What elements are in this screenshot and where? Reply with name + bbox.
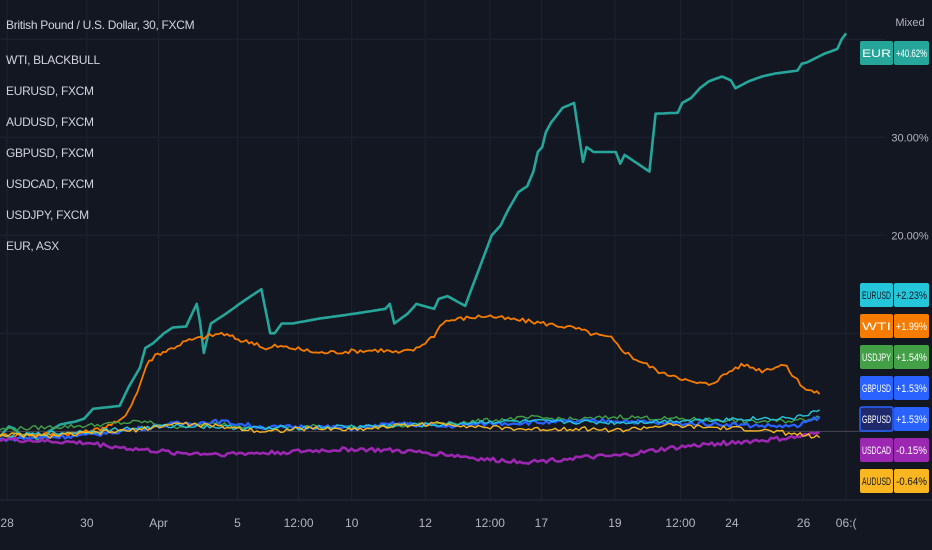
badge-value-label: +2.23%	[896, 290, 927, 302]
badge-name-box	[860, 438, 893, 462]
badge-value-label: +1.99%	[896, 321, 927, 333]
badge-name-box	[860, 41, 893, 65]
x-tick-label: 06:(	[836, 516, 857, 530]
x-tick-label: 5	[234, 516, 241, 530]
legend-item-eur[interactable]: EUR, ASX	[6, 239, 59, 253]
legend-item-gbpusd[interactable]: GBPUSD, FXCM	[6, 146, 94, 160]
badge-name-box	[860, 469, 893, 493]
badge-wti: WTI +1.99%	[860, 314, 929, 338]
badge-value-box	[894, 376, 929, 400]
badge-name-box	[860, 314, 893, 338]
badge-eurusd: EURUSD +2.23%	[860, 283, 929, 307]
series-line-audusd	[0, 421, 821, 439]
legend-item-audusd[interactable]: AUDUSD, FXCM	[6, 115, 94, 129]
legend: British Pound / U.S. Dollar, 30, FXCM WT…	[6, 18, 195, 262]
legend-item-main[interactable]: British Pound / U.S. Dollar, 30, FXCM	[6, 18, 195, 32]
series-line-eur	[0, 32, 848, 443]
badge-value-box	[894, 314, 929, 338]
badge-name-label: USDJPY	[862, 352, 891, 364]
x-tick-label: 12	[419, 516, 433, 530]
badge-value-label: +1.53%	[896, 414, 927, 426]
badge-value-box	[894, 438, 929, 462]
badge-name-label: WTI	[862, 321, 891, 333]
price-axis[interactable]: Mixed 30.00% 20.00%	[891, 17, 929, 242]
badge-value-box	[894, 41, 929, 65]
x-tick-label: 10	[345, 516, 359, 530]
x-tick-label: 28	[0, 516, 14, 530]
legend-item-usdjpy[interactable]: USDJPY, FXCM	[6, 208, 89, 222]
badge-name-box	[860, 283, 893, 307]
badge-value-label: +40.62%	[896, 48, 927, 60]
badge-value-label: +1.54%	[896, 352, 927, 364]
legend-item-eurusd[interactable]: EURUSD, FXCM	[6, 84, 94, 98]
x-tick-label: 12:00	[475, 516, 505, 530]
badge-value-box	[894, 407, 929, 431]
badge-value-box	[894, 345, 929, 369]
badge-usdjpy: USDJPY +1.54%	[860, 345, 929, 369]
badge-name-label: EUR	[862, 48, 891, 60]
badge-value-label: +1.53%	[896, 383, 927, 395]
y-tick-label: 30.00%	[891, 132, 929, 144]
badge-name-label: GBPUSD	[862, 414, 891, 426]
price-badges: EURUSD +2.23% WTI +1.99% USDJPY +1.54% GBPUSD +…	[859, 41, 929, 493]
series-line-wti	[0, 314, 821, 438]
legend-item-usdcad[interactable]: USDCAD, FXCM	[6, 177, 94, 191]
x-tick-label: 19	[608, 516, 622, 530]
time-axis[interactable]: 28 30 Apr 5 12:00 10 12 12:00 17 19 12:00 24 26 06:(	[0, 516, 856, 530]
badge-value-box	[894, 283, 929, 307]
badge-gbpusd: GBPUSD +1.53%	[860, 376, 929, 400]
y-tick-label: 20.00%	[891, 230, 929, 242]
x-tick-label: 30	[80, 516, 94, 530]
badge-eur: EUR +40.62%	[860, 41, 929, 65]
badge-value-label: -0.64%	[896, 476, 927, 488]
series-line-usdcad	[0, 431, 820, 465]
x-tick-label: 17	[535, 516, 549, 530]
scale-mode-label[interactable]: Mixed	[895, 17, 924, 29]
badge-name-box	[860, 376, 893, 400]
badge-usdcad: USDCAD -0.15%	[860, 438, 929, 462]
badge-name-label: EURUSD	[862, 290, 891, 302]
badge-name-box	[859, 406, 894, 432]
badge-name-label: GBPUSD	[862, 383, 891, 395]
badge-value-label: -0.15%	[896, 445, 927, 457]
badge-audusd: AUDUSD -0.64%	[860, 469, 929, 493]
series-lines	[0, 32, 848, 465]
badge-name-label: AUDUSD	[862, 476, 891, 488]
badge-name-box	[860, 345, 893, 369]
x-tick-label: 12:00	[665, 516, 695, 530]
x-tick-label: 26	[797, 516, 811, 530]
badge-value-box	[894, 469, 929, 493]
x-tick-label: 24	[725, 516, 739, 530]
legend-item-wti[interactable]: WTI, BLACKBULL	[6, 53, 100, 67]
x-tick-label: Apr	[149, 516, 168, 530]
chart-grid	[0, 0, 932, 501]
x-tick-label: 12:00	[284, 516, 314, 530]
badge-gbpusd: GBPUSD +1.53%	[859, 406, 929, 432]
badge-name-label: USDCAD	[862, 445, 891, 457]
